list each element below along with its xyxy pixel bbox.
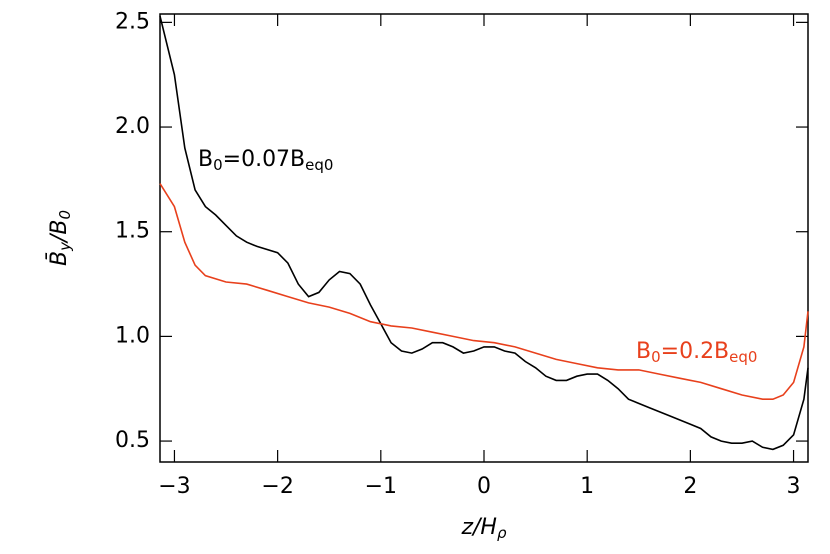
- x-axis-label: z/Hρ​: [460, 515, 507, 542]
- label-subscript: ρ: [497, 524, 507, 542]
- label-subscript: 0: [651, 348, 661, 366]
- y-tick-label: 2.0: [115, 114, 150, 139]
- series-label: B0​=0.07Beq0​: [198, 147, 333, 174]
- label-subscript: eq0: [305, 156, 333, 174]
- y-tick-label: 1.0: [115, 323, 150, 348]
- plot-frame: [159, 13, 809, 463]
- label-text: z/H: [460, 515, 497, 540]
- label-subscript: 0: [213, 156, 223, 174]
- series-label: B0​=0.2Beq0​: [636, 339, 757, 366]
- x-tick-label: 2: [683, 474, 697, 499]
- label-text: B̄: [46, 251, 72, 266]
- x-tick-label: −3: [158, 474, 190, 499]
- x-tick-label: −1: [365, 474, 397, 499]
- label-text: =0.2B: [661, 339, 730, 364]
- label-subscript: 0: [56, 210, 74, 220]
- y-tick-label: 0.5: [115, 428, 150, 453]
- x-tick-label: −2: [261, 474, 293, 499]
- series-line: [159, 15, 809, 451]
- series-line: [159, 183, 809, 400]
- label-subscript: eq0: [729, 348, 757, 366]
- label-text: B: [636, 339, 651, 364]
- x-tick-label: 1: [580, 474, 594, 499]
- label-subscript: y: [56, 241, 74, 252]
- label-text: /B: [47, 220, 72, 245]
- label-text: B: [198, 147, 213, 172]
- y-tick-label: 1.5: [115, 219, 150, 244]
- x-tick-label: 0: [477, 474, 491, 499]
- label-text: =0.07B: [223, 147, 306, 172]
- x-tick-label: 3: [787, 474, 801, 499]
- y-axis-label: B̄y​/B0​: [46, 210, 74, 266]
- y-tick-label: 2.5: [115, 9, 150, 34]
